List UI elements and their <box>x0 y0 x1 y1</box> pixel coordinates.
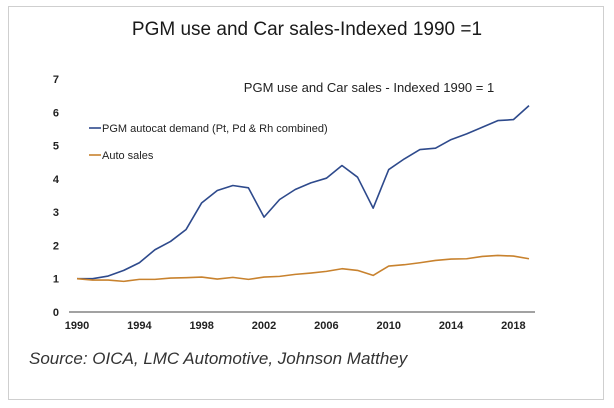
y-tick-label: 3 <box>53 207 59 219</box>
legend: PGM autocat demand (Pt, Pd & Rh combined… <box>89 123 328 162</box>
y-tick-label: 6 <box>53 107 59 119</box>
series-line-auto-sales <box>76 254 530 283</box>
y-tick-label: 7 <box>53 74 59 86</box>
x-tick-label: 1994 <box>127 320 152 332</box>
chart-title: PGM use and Car sales - Indexed 1990 = 1 <box>244 80 494 95</box>
legend-label: PGM autocat demand (Pt, Pd & Rh combined… <box>102 123 328 135</box>
x-tick-label: 2006 <box>314 320 338 332</box>
source-note: Source: OICA, LMC Automotive, Johnson Ma… <box>29 349 408 368</box>
x-tick-label: 2018 <box>501 320 525 332</box>
line-chart: 0 1 2 3 4 5 6 7 1990 1994 1998 2002 2006 2010 2014 201… <box>53 74 535 332</box>
x-tick-label: 2010 <box>376 320 400 332</box>
x-tick-label: 1990 <box>65 320 89 332</box>
y-tick-label: 4 <box>53 174 60 186</box>
y-tick-label: 0 <box>53 307 59 319</box>
y-tick-label: 2 <box>53 240 59 252</box>
y-tick-label: 1 <box>53 274 59 286</box>
y-tick-label: 5 <box>53 141 59 153</box>
legend-label: Auto sales <box>102 150 154 162</box>
x-axis: 1990 1994 1998 2002 2006 2010 2014 2018 <box>65 320 526 332</box>
series-line-pgm-demand <box>77 105 530 280</box>
series-group <box>76 105 530 283</box>
x-tick-label: 1998 <box>189 320 213 332</box>
x-tick-label: 2002 <box>252 320 276 332</box>
page-title: PGM use and Car sales-Indexed 1990 =1 <box>131 19 483 40</box>
x-tick-label: 2014 <box>439 320 464 332</box>
y-axis: 0 1 2 3 4 5 6 7 <box>53 74 60 319</box>
